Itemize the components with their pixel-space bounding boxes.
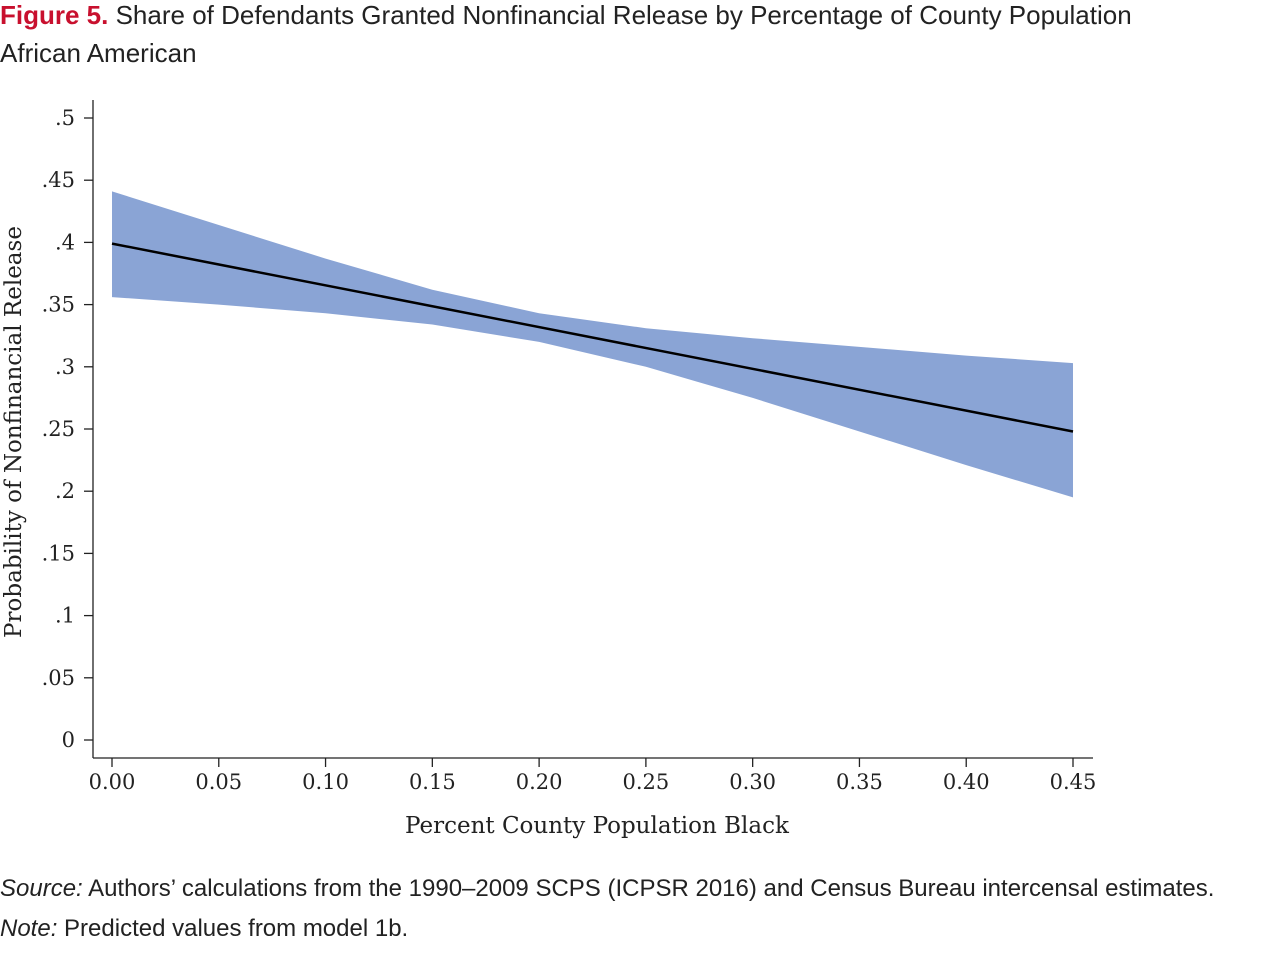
x-tick-label: 0.15 — [409, 770, 456, 794]
y-tick-label: .2 — [55, 479, 75, 503]
y-tick-label: .1 — [55, 604, 75, 628]
x-tick-label: 0.40 — [943, 770, 990, 794]
y-tick-label: .25 — [42, 417, 75, 441]
x-tick-label: 0.00 — [89, 770, 136, 794]
line-chart: 0.05.1.15.2.25.3.35.4.45.50.00 0.05 0.10 0.… — [1, 100, 1097, 839]
figure-title: Figure 5. Share of Defendants Granted No… — [0, 0, 1150, 72]
y-tick-label: .3 — [55, 355, 75, 379]
confidence-band-layer — [112, 191, 1073, 498]
figure-title-text: Share of Defendants Granted Nonfinancial… — [0, 0, 1132, 68]
confidence-band — [112, 191, 1073, 498]
y-tick-label: .5 — [55, 106, 75, 130]
y-axis-title: Probability of Nonfinancial Release — [1, 226, 27, 638]
model-note: Note: Predicted values from model 1b. — [0, 909, 1280, 949]
y-tick-label: .15 — [42, 541, 75, 565]
x-tick-label: 0.25 — [623, 770, 670, 794]
figure-notes: Source: Authors’ calculations from the 1… — [0, 869, 1280, 949]
prediction-line-0 — [111, 242, 1074, 433]
axes: 0.05.1.15.2.25.3.35.4.45.50.00 0.05 0.10 0.… — [42, 100, 1097, 794]
x-axis-title: Percent County Population Black — [405, 813, 790, 839]
note-text: Predicted values from model 1b. — [57, 915, 409, 942]
y-tick-label: 0 — [62, 728, 75, 752]
y-tick-label: .05 — [42, 666, 75, 690]
x-tick-label: 0.05 — [195, 770, 242, 794]
y-tick-label: .35 — [42, 293, 75, 317]
source-note: Source: Authors’ calculations from the 1… — [0, 869, 1280, 909]
figure-label: Figure 5. — [0, 0, 109, 30]
y-tick-label: .45 — [42, 168, 75, 192]
source-label: Source: — [0, 875, 83, 902]
y-tick-label: .4 — [55, 230, 75, 254]
source-text: Authors’ calculations from the 1990–2009… — [82, 875, 1215, 902]
x-tick-label: 0.20 — [516, 770, 563, 794]
x-tick-label: 0.30 — [729, 770, 776, 794]
note-label: Note: — [0, 915, 58, 942]
prediction-line-layer — [111, 242, 1074, 433]
x-tick-label: 0.10 — [302, 770, 349, 794]
x-tick-label: 0.45 — [1050, 770, 1097, 794]
x-tick-label: 0.35 — [836, 770, 883, 794]
